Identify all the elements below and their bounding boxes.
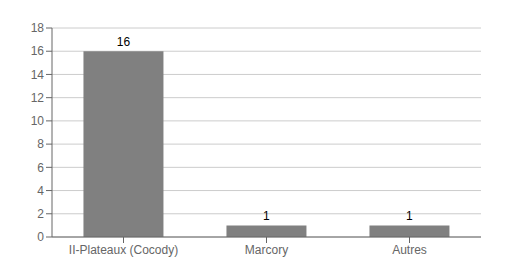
svg-text:1: 1 (263, 209, 270, 223)
svg-text:II-Plateaux (Cocody): II-Plateaux (Cocody) (69, 243, 178, 257)
svg-text:Marcory: Marcory (245, 243, 288, 257)
svg-text:1: 1 (406, 209, 413, 223)
svg-text:4: 4 (37, 184, 44, 198)
svg-text:12: 12 (31, 91, 45, 105)
svg-text:10: 10 (31, 114, 45, 128)
svg-text:8: 8 (37, 137, 44, 151)
svg-text:16: 16 (31, 44, 45, 58)
svg-text:0: 0 (37, 230, 44, 244)
svg-text:14: 14 (31, 68, 45, 82)
svg-text:18: 18 (31, 21, 45, 35)
svg-text:Autres: Autres (392, 243, 427, 257)
svg-text:6: 6 (37, 161, 44, 175)
svg-text:2: 2 (37, 207, 44, 221)
svg-text:16: 16 (117, 35, 131, 49)
